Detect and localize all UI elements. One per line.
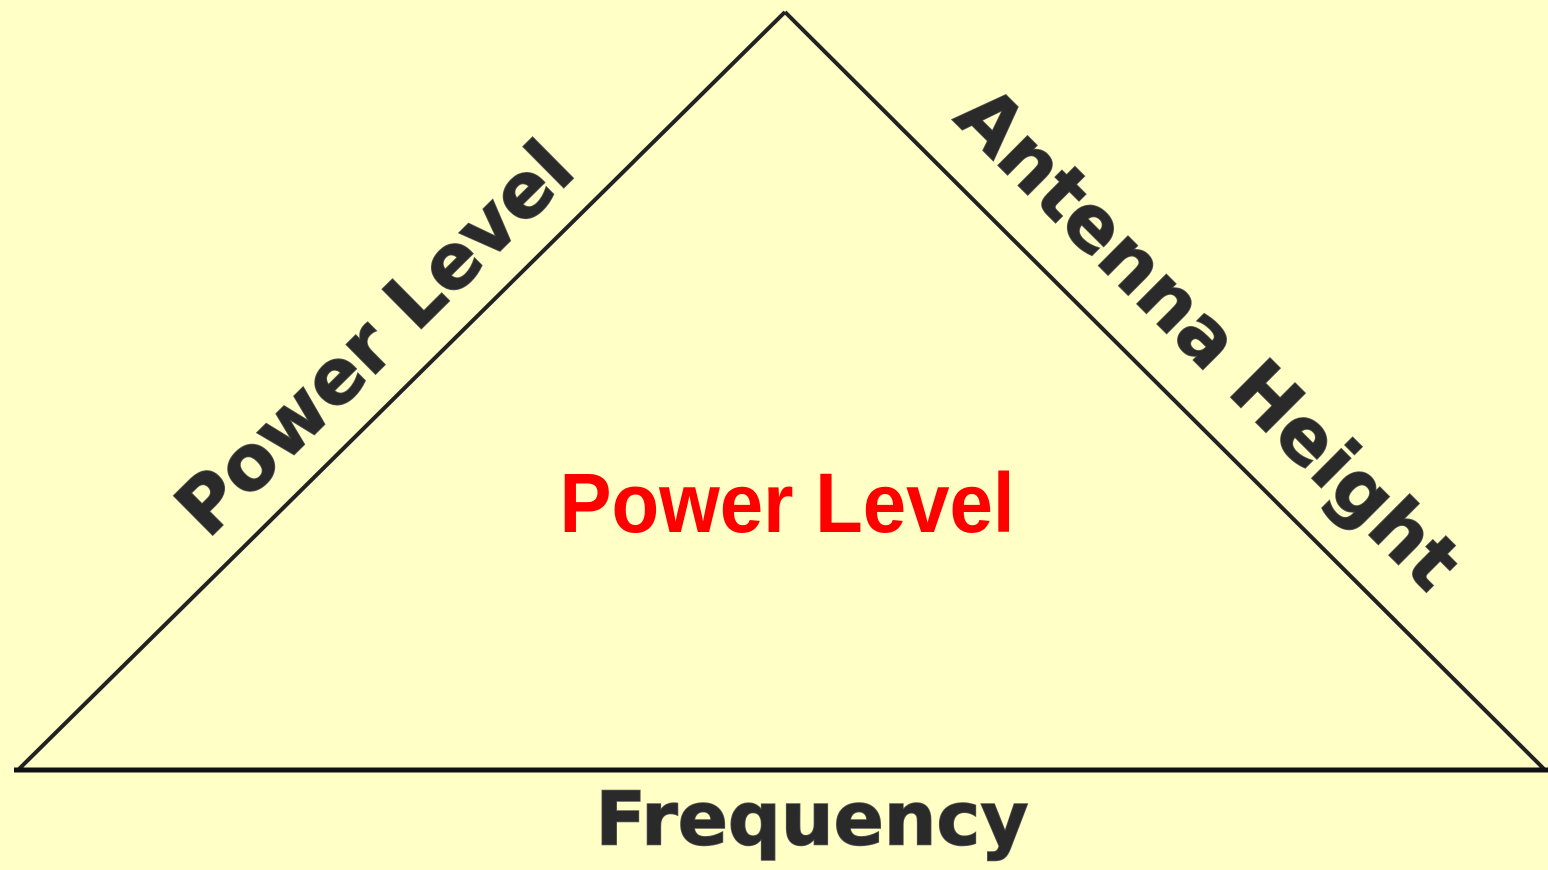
right-side <box>783 10 1547 772</box>
base-label: Frequency <box>595 777 1028 863</box>
center-label: Power Level <box>560 456 1015 550</box>
left-side <box>16 10 787 772</box>
